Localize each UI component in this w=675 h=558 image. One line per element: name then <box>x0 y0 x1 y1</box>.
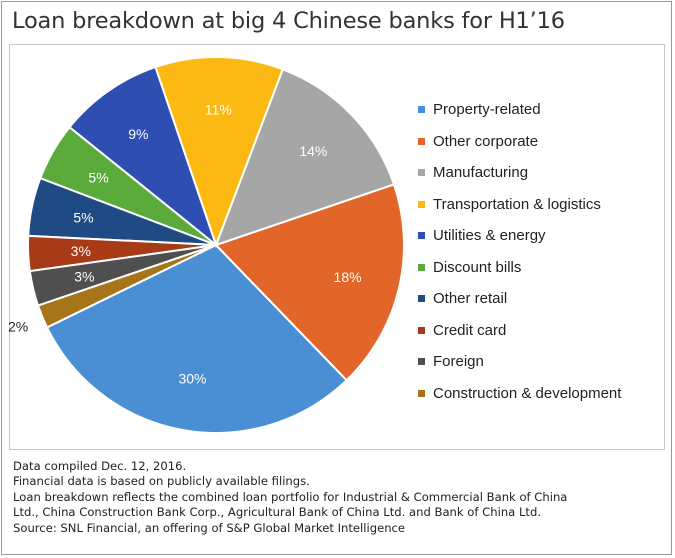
pie-slice-property-related <box>45 243 349 434</box>
chart-title: Loan breakdown at big 4 Chinese banks fo… <box>12 8 565 34</box>
legend-item: Credit card <box>418 315 621 347</box>
legend-item: Discount bills <box>418 252 621 284</box>
footnotes: Data compiled Dec. 12, 2016. Financial da… <box>13 459 663 536</box>
legend-swatch <box>418 232 425 240</box>
legend-swatch <box>418 200 425 208</box>
legend-label: Manufacturing <box>433 164 529 182</box>
legend-item: Construction & development <box>418 378 621 410</box>
pie-slice-utilities-energy <box>68 65 219 248</box>
footnote-line: Loan breakdown reflects the combined loa… <box>13 489 568 504</box>
pie-slice-label: 30% <box>178 370 206 386</box>
legend-swatch <box>418 263 425 271</box>
pie-slice-label: 14% <box>299 143 327 159</box>
legend-swatch <box>418 358 425 366</box>
legend-item: Utilities & energy <box>418 220 621 252</box>
pie-slice-label: 18% <box>334 269 362 285</box>
pie-slice-label: 5% <box>88 170 108 186</box>
pie-slice-manufacturing <box>214 67 396 247</box>
legend-item: Manufacturing <box>418 157 621 189</box>
legend-label: Discount bills <box>433 258 522 276</box>
pie-slice-label: 5% <box>73 209 93 225</box>
pie-slice-other-corporate <box>214 183 405 382</box>
pie-slice-label: 9% <box>128 126 148 142</box>
legend-label: Construction & development <box>433 384 622 402</box>
legend-item: Other retail <box>418 283 621 315</box>
legend-swatch <box>418 389 425 397</box>
legend-swatch <box>418 106 425 114</box>
legend-label: Credit card <box>433 321 507 339</box>
legend-label: Transportation & logistics <box>433 195 601 213</box>
pie-slice-construction-development <box>36 244 217 329</box>
legend-item: Foreign <box>418 346 621 378</box>
pie-slice-label: 3% <box>71 243 91 259</box>
legend: Property-related Other corporate Manufactu… <box>418 94 621 409</box>
pie-slice-label: 2% <box>8 319 28 335</box>
legend-swatch <box>418 295 425 303</box>
footnote-line: Ltd., China Construction Bank Corp., Agr… <box>13 505 542 520</box>
footnote-line: Source: SNL Financial, an offering of S&… <box>13 520 406 535</box>
footnote-line: Data compiled Dec. 12, 2016. <box>13 459 187 473</box>
legend-swatch <box>418 169 425 177</box>
pie-slice-label: 11% <box>205 102 232 118</box>
footnote-line: Financial data is based on publicly avai… <box>13 474 310 489</box>
legend-label: Other corporate <box>433 132 539 150</box>
legend-swatch <box>418 326 425 334</box>
legend-label: Other retail <box>433 290 508 308</box>
pie-slice-label: 3% <box>74 268 94 284</box>
legend-item: Property-related <box>418 94 621 126</box>
pie-slice-transportation-logistics <box>154 56 285 248</box>
legend-label: Utilities & energy <box>433 227 546 245</box>
legend-label: Property-related <box>433 101 541 119</box>
legend-label: Foreign <box>433 353 484 371</box>
legend-swatch <box>418 137 425 145</box>
legend-item: Transportation & logistics <box>418 189 621 221</box>
legend-item: Other corporate <box>418 126 621 158</box>
